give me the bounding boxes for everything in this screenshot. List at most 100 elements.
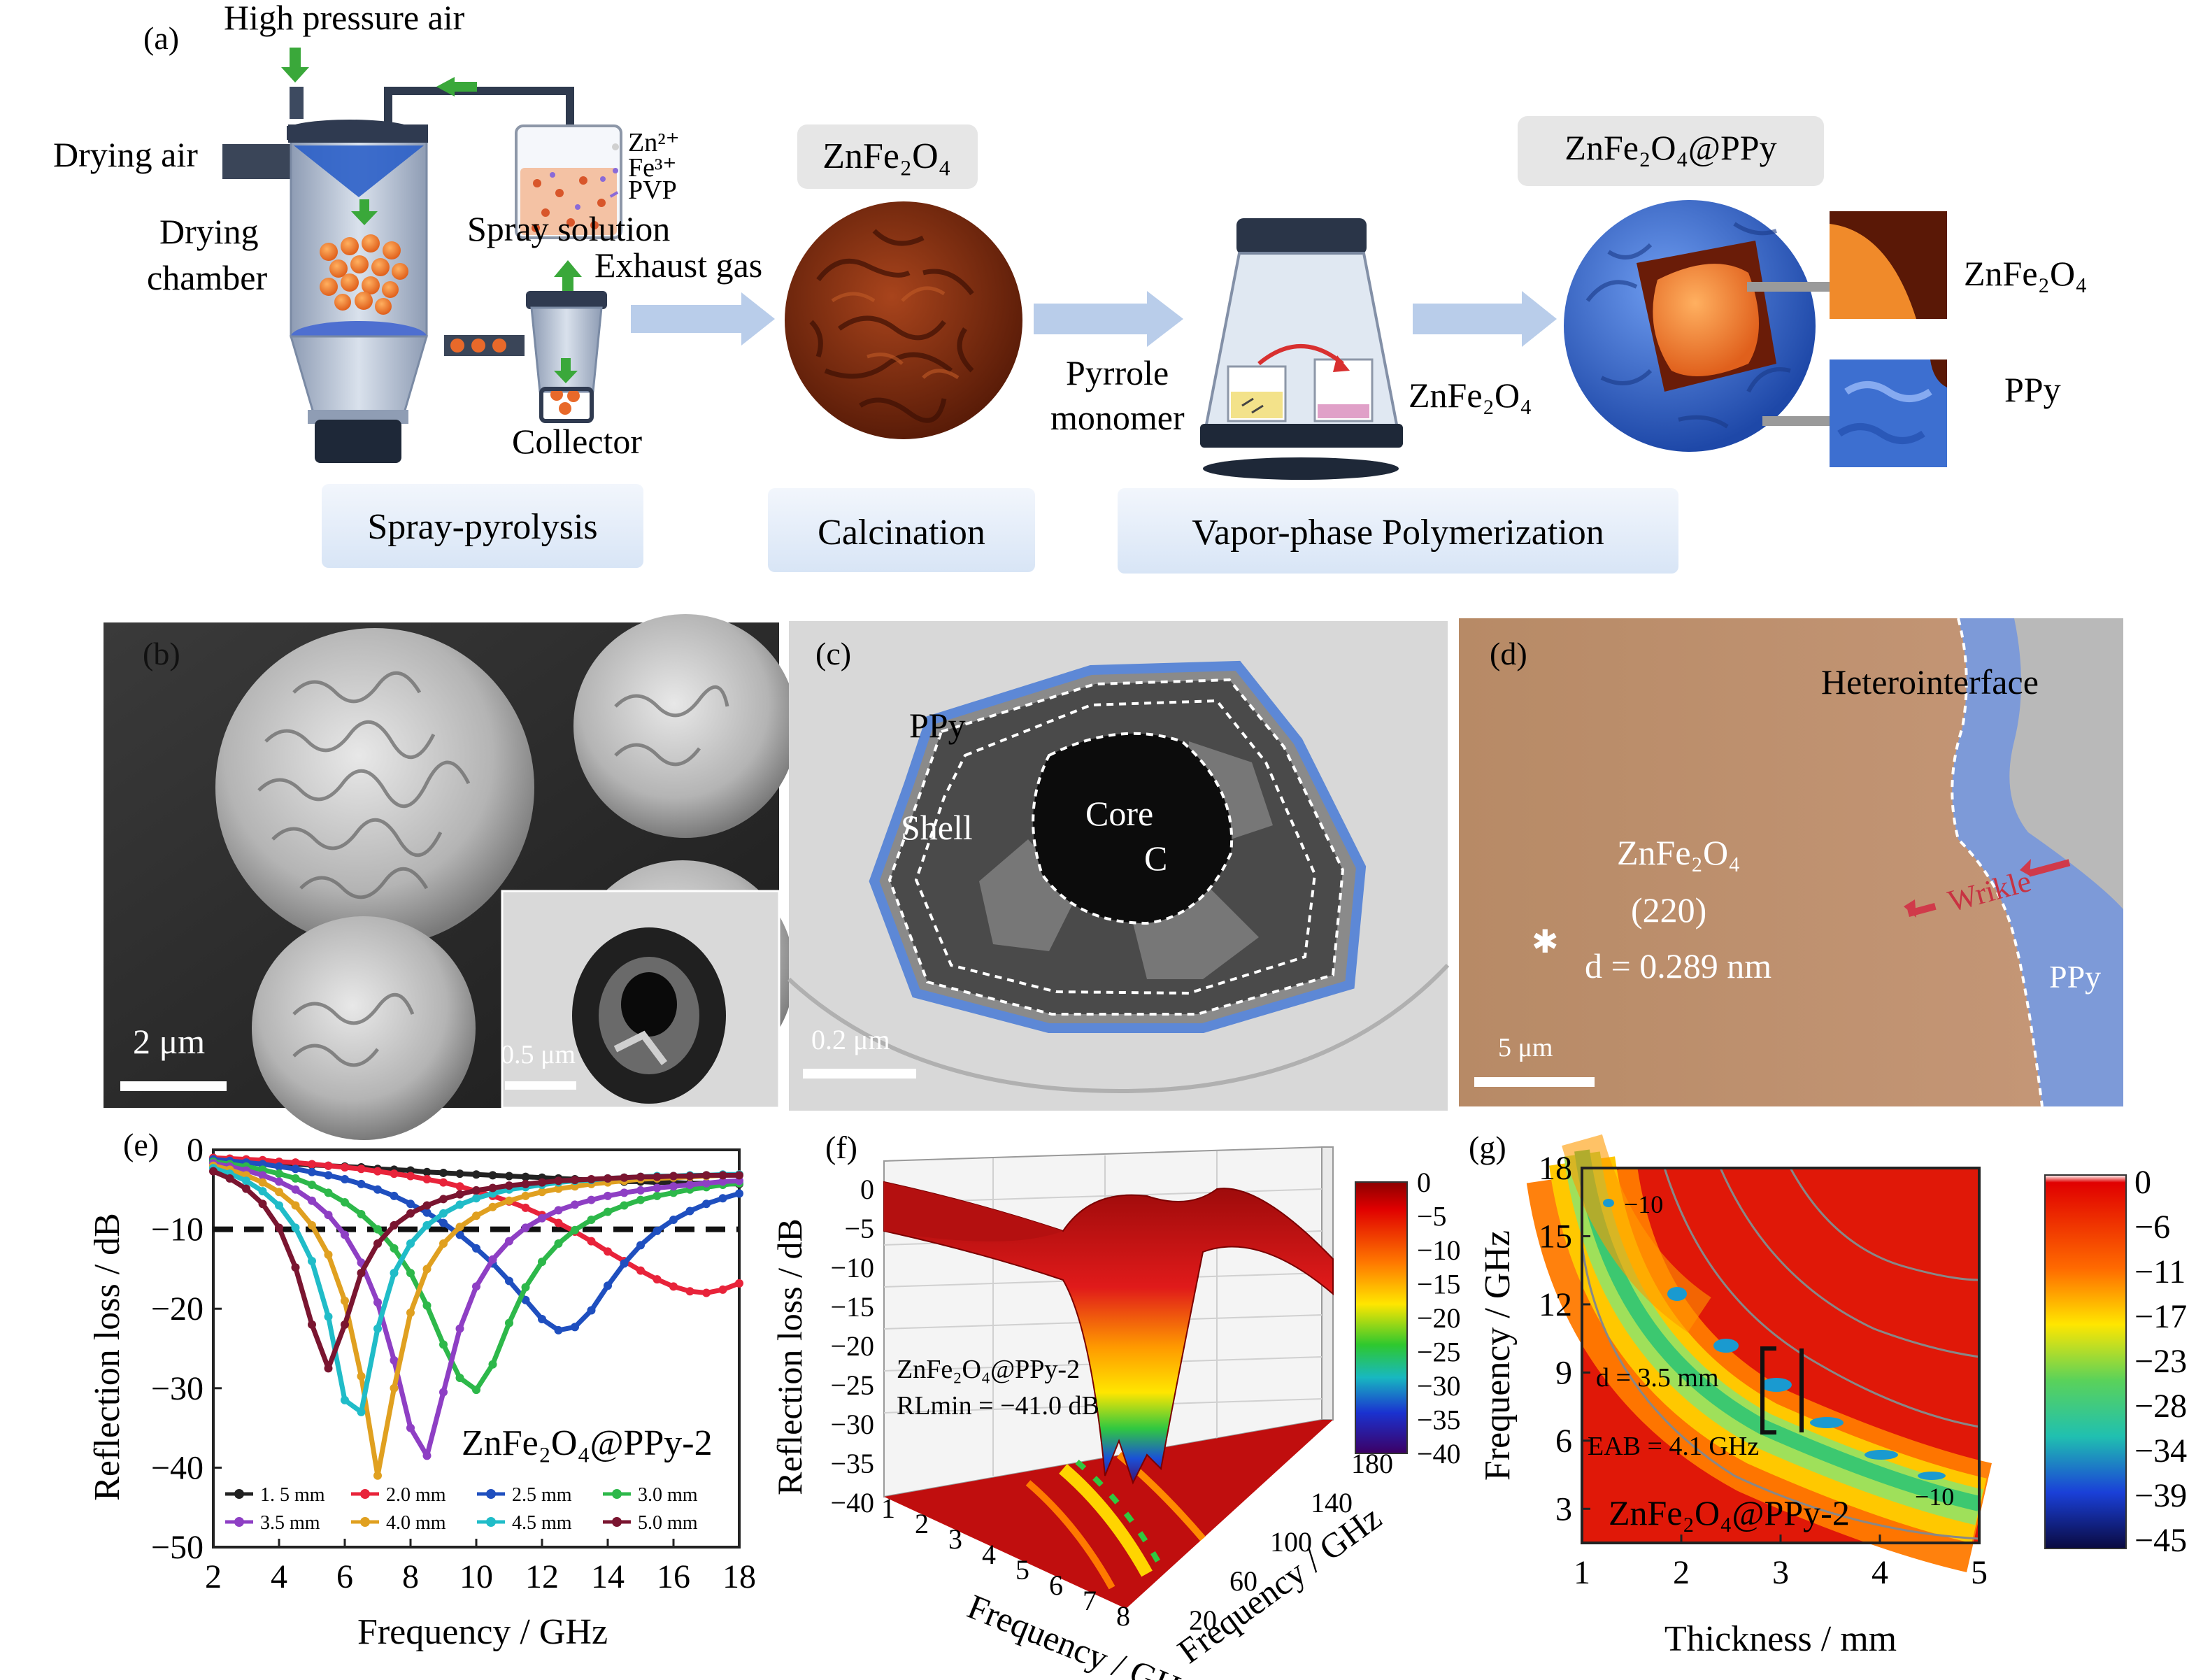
data-point (422, 1201, 432, 1210)
legend-label: 1. 5 mm (260, 1484, 325, 1506)
data-point (636, 1186, 645, 1195)
data-point (275, 1169, 283, 1179)
data-point (554, 1176, 563, 1186)
core-c-label: C (1144, 839, 1167, 878)
chart-annotation: ZnFe₂O₄@PPy-2 (462, 1423, 713, 1463)
data-point (472, 1186, 480, 1195)
data-point (422, 1301, 432, 1310)
data-point (373, 1471, 382, 1480)
data-point (718, 1171, 727, 1180)
shell-inner-dashed (914, 699, 1317, 995)
data-point (669, 1182, 678, 1191)
fe-marker (613, 168, 618, 173)
data-point (225, 1174, 234, 1183)
data-point (406, 1209, 415, 1218)
data-point (390, 1383, 399, 1393)
data-point (636, 1241, 645, 1250)
y-axis-label: Frequency / GHz (1478, 1230, 1518, 1481)
panel-b-label: (b) (143, 636, 180, 671)
data-point (258, 1178, 267, 1187)
data-point (604, 1207, 612, 1216)
data-point (357, 1372, 366, 1381)
znfe2o4-tag-label: ZnFe₂O₄ (822, 136, 951, 176)
data-point (587, 1237, 596, 1246)
x-tick-label: 18 (722, 1558, 756, 1595)
scale-bar-label: 5 μm (1498, 1033, 1553, 1062)
legend-label: 3.5 mm (260, 1512, 320, 1534)
data-point (620, 1188, 629, 1197)
data-point (422, 1208, 432, 1217)
data-point (718, 1177, 727, 1186)
y-tick-label: 3 (1555, 1490, 1572, 1528)
legend-marker (234, 1517, 244, 1527)
chart-annotation: ZnFe₂O₄@PPy-2 (1609, 1493, 1850, 1532)
data-point (406, 1239, 415, 1248)
composite-tag-label: ZnFe₂O₄@PPy (1564, 128, 1776, 167)
data-point (636, 1195, 645, 1204)
x-tick-label: 1 (881, 1493, 895, 1524)
data-point (439, 1218, 448, 1227)
data-point (669, 1172, 678, 1181)
scale-bar-main (120, 1081, 227, 1091)
data-point (653, 1183, 662, 1193)
data-point (422, 1220, 432, 1230)
legend-label: 4.5 mm (512, 1512, 572, 1534)
data-point (275, 1177, 283, 1186)
legend-marker (486, 1517, 496, 1527)
data-point (275, 1188, 283, 1197)
data-point (505, 1276, 513, 1286)
y-tick-label: 6 (1555, 1423, 1572, 1460)
y-tick-label: −20 (830, 1330, 874, 1362)
data-point (275, 1201, 283, 1210)
data-point (341, 1320, 349, 1329)
ppy-label: PPy (2049, 959, 2101, 995)
x-tick-label: 12 (525, 1558, 559, 1595)
legend: 1. 5 mm 2.0 mm 2.5 mm 3.0 mm 3.5 mm 4.0 mm 4.5… (225, 1484, 698, 1534)
data-point (488, 1183, 497, 1193)
data-point (521, 1203, 530, 1212)
composite-sphere (1564, 200, 1816, 452)
data-point (455, 1182, 464, 1191)
data-point (685, 1172, 694, 1181)
colorbar-tick-label: −10 (1417, 1234, 1461, 1266)
drying-chamber-label-1: Drying (159, 212, 259, 251)
data-point (455, 1324, 464, 1333)
step-calcination (768, 488, 1035, 572)
y-tick-label: −50 (151, 1529, 204, 1566)
data-point (406, 1200, 415, 1209)
data-point (357, 1165, 366, 1174)
legend-marker (612, 1489, 622, 1499)
data-point (406, 1308, 415, 1317)
drying-chamber-label-2: chamber (147, 258, 267, 297)
data-point (406, 1269, 415, 1278)
data-point (669, 1282, 678, 1291)
data-point (587, 1195, 596, 1204)
data-point (308, 1320, 316, 1329)
core-label: Core (1085, 794, 1153, 833)
data-point (653, 1275, 662, 1284)
data-point (291, 1201, 300, 1210)
znfe2o4-zoom-tile (1830, 211, 1947, 319)
x-axis-label: Thickness / mm (1664, 1619, 1897, 1659)
data-point (505, 1172, 513, 1181)
panel-a-label: (a) (143, 20, 179, 56)
grid-edge (787, 963, 1450, 1094)
data-point (488, 1360, 497, 1369)
hollow-particle (572, 927, 726, 1104)
data-point (390, 1356, 399, 1365)
y-tick-label: −20 (151, 1290, 204, 1327)
zn-marker (612, 143, 619, 150)
data-point (521, 1283, 530, 1292)
particle-cluster (320, 234, 408, 315)
x-tick-label: 4 (271, 1558, 287, 1595)
znfe2o4-mid-label: ZnFe₂O₄ (1409, 376, 1532, 415)
data-point (554, 1184, 563, 1193)
scale-bar-main-label: 2 μm (133, 1022, 205, 1061)
solution-pipe (384, 87, 574, 147)
scale-bar (1474, 1077, 1595, 1087)
data-point (653, 1191, 662, 1200)
data-point (357, 1407, 366, 1416)
y-tick-label: −10 (830, 1252, 874, 1283)
data-point (521, 1191, 530, 1200)
